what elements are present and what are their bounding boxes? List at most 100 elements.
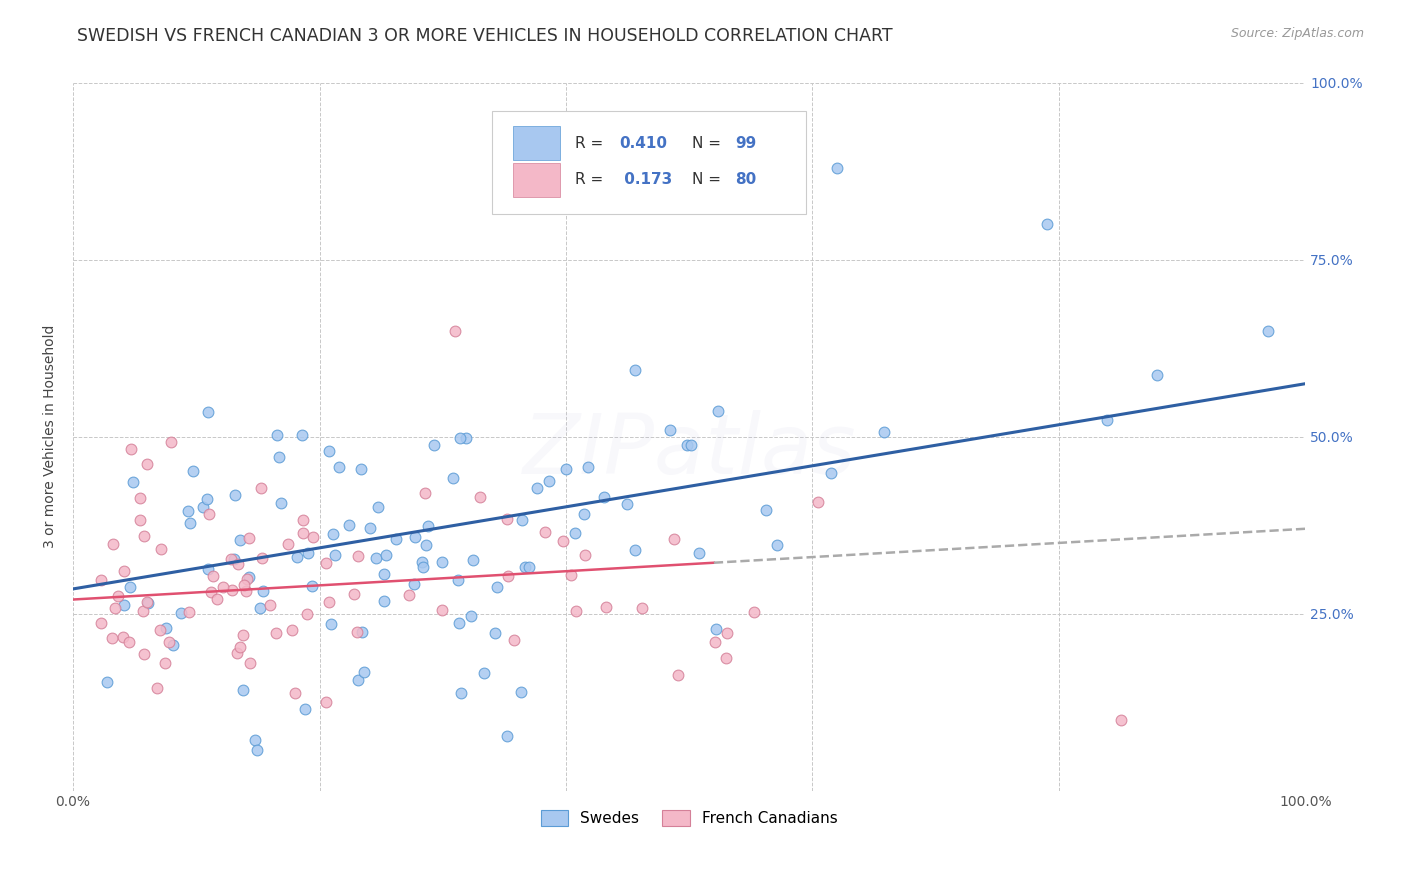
Point [249, 600, 271, 615]
Point [270, 496, 292, 510]
Text: 99: 99 [735, 136, 756, 151]
Point [233, 578, 256, 592]
Point [149, 541, 172, 556]
Point [576, 460, 599, 475]
Point [145, 681, 167, 695]
Point [160, 434, 183, 449]
Point [662, 532, 685, 546]
Point [280, 623, 302, 637]
Point [132, 529, 155, 543]
Point [112, 598, 135, 612]
Point [315, 556, 337, 570]
Point [765, 538, 787, 552]
Point [714, 650, 737, 665]
Point [291, 526, 314, 541]
Point [350, 625, 373, 640]
Point [246, 743, 269, 757]
Point [688, 546, 710, 560]
Point [825, 161, 848, 175]
Point [226, 646, 249, 660]
Point [283, 686, 305, 700]
Point [510, 513, 533, 527]
Text: ZIPatlas: ZIPatlas [523, 410, 856, 491]
Point [415, 538, 437, 552]
Point [1109, 713, 1132, 727]
Point [238, 531, 260, 545]
Point [412, 559, 434, 574]
Point [1095, 413, 1118, 427]
Point [318, 595, 340, 609]
Point [444, 324, 467, 338]
Point [342, 587, 364, 601]
Text: Source: ZipAtlas.com: Source: ZipAtlas.com [1230, 27, 1364, 40]
Point [411, 555, 433, 569]
Point [450, 686, 472, 700]
Point [553, 533, 575, 548]
Point [157, 635, 180, 649]
Point [252, 584, 274, 599]
Point [243, 732, 266, 747]
Point [624, 362, 647, 376]
Point [120, 442, 142, 456]
Point [631, 600, 654, 615]
Point [658, 424, 681, 438]
Point [323, 548, 346, 562]
Point [592, 490, 614, 504]
Point [181, 464, 204, 478]
Point [384, 532, 406, 546]
Point [179, 605, 201, 619]
Point [170, 606, 193, 620]
Point [129, 513, 152, 527]
Point [132, 647, 155, 661]
Point [716, 626, 738, 640]
Point [707, 404, 730, 418]
Point [191, 500, 214, 515]
Point [398, 588, 420, 602]
Y-axis label: 3 or more Vehicles in Household: 3 or more Vehicles in Household [44, 325, 58, 549]
Point [224, 488, 246, 502]
Point [301, 579, 323, 593]
Point [430, 603, 453, 617]
Point [574, 549, 596, 563]
Legend: Swedes, French Canadians: Swedes, French Canadians [533, 803, 845, 834]
Point [1146, 368, 1168, 382]
Point [239, 657, 262, 671]
Point [222, 551, 245, 566]
Point [155, 621, 177, 635]
Point [129, 491, 152, 505]
Point [252, 550, 274, 565]
Point [297, 546, 319, 560]
Point [517, 559, 540, 574]
Point [623, 543, 645, 558]
Point [574, 507, 596, 521]
Point [486, 580, 509, 594]
Point [742, 605, 765, 619]
Point [526, 481, 548, 495]
Point [112, 630, 135, 644]
Point [564, 525, 586, 540]
Point [198, 507, 221, 521]
Point [496, 729, 519, 743]
Point [153, 657, 176, 671]
Point [269, 450, 291, 464]
Text: N =: N = [692, 136, 725, 151]
Point [560, 568, 582, 582]
Point [468, 491, 491, 505]
Point [510, 685, 533, 699]
Point [104, 601, 127, 615]
Point [422, 438, 444, 452]
Point [118, 635, 141, 649]
Point [346, 624, 368, 639]
FancyBboxPatch shape [492, 112, 806, 214]
Point [807, 494, 830, 508]
Point [496, 512, 519, 526]
Point [456, 431, 478, 445]
Point [197, 405, 219, 419]
Point [122, 475, 145, 489]
Point [413, 485, 436, 500]
Point [200, 585, 222, 599]
Point [197, 561, 219, 575]
Point [654, 139, 676, 153]
Point [679, 438, 702, 452]
Point [461, 552, 484, 566]
